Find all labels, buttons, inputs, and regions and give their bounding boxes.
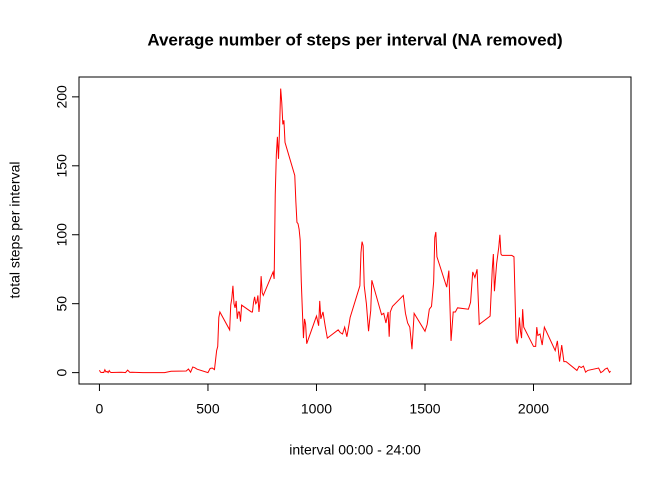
- x-axis-label: interval 00:00 - 24:00: [289, 442, 421, 458]
- data-line: [99, 88, 611, 374]
- y-tick-label: 150: [54, 154, 70, 178]
- y-tick-label: 100: [54, 223, 70, 247]
- y-axis-label: total steps per interval: [7, 162, 23, 299]
- x-tick-label: 0: [96, 401, 104, 417]
- chart-title: Average number of steps per interval (NA…: [147, 30, 562, 49]
- x-tick-label: 1000: [301, 401, 332, 417]
- x-tick-label: 1500: [409, 401, 440, 417]
- x-tick-label: 500: [196, 401, 220, 417]
- y-tick-label: 200: [54, 85, 70, 109]
- y-tick-label: 0: [54, 369, 70, 377]
- x-tick-label: 2000: [518, 401, 549, 417]
- y-tick-label: 50: [54, 296, 70, 312]
